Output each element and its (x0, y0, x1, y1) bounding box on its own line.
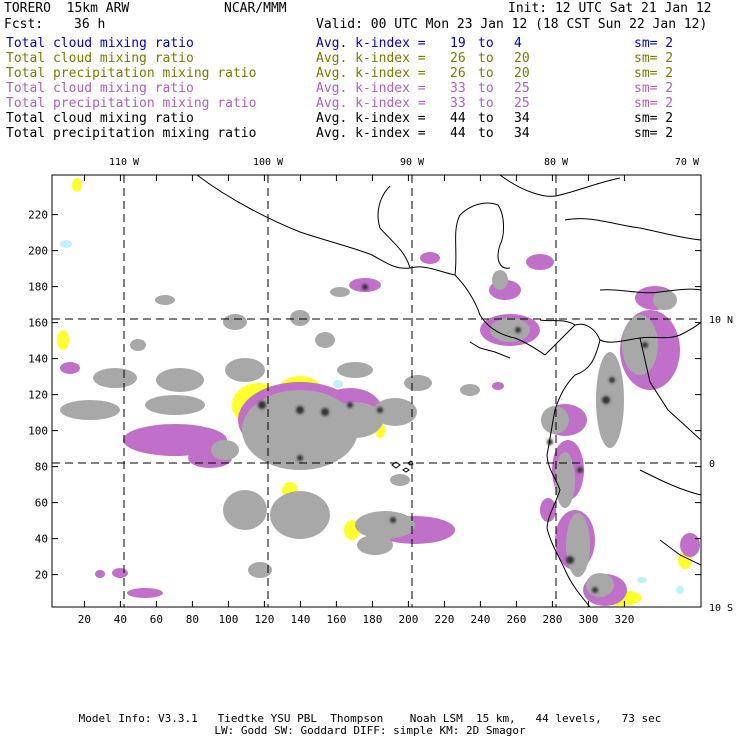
legend-avg: Avg. k-index = (316, 81, 426, 96)
y-tick-label: 160 (28, 317, 48, 330)
x-tick-label: 220 (434, 613, 454, 626)
gray-band (60, 270, 677, 597)
y-tick-label: 180 (28, 281, 48, 294)
y-tick-label: 120 (28, 389, 48, 402)
legend-field: Total precipitation mixing ratio (6, 126, 257, 141)
legend-to: to (478, 96, 494, 111)
legend-to: to (478, 81, 494, 96)
legend-avg: Avg. k-index = (316, 51, 426, 66)
latlon-grid (52, 175, 701, 607)
init-time: Init: 12 UTC Sat 21 Jan 12 (508, 1, 712, 16)
legend-field: Total precipitation mixing ratio (6, 66, 257, 81)
legend-sm: sm= 2 (634, 66, 674, 81)
longitude-label: 70 W (675, 157, 700, 168)
longitude-label: 110 W (109, 157, 140, 168)
x-tick-label: 60 (150, 613, 163, 626)
x-tick-label: 280 (542, 613, 562, 626)
legend-k2: 25 (514, 96, 530, 111)
longitude-label: 100 W (253, 157, 284, 168)
legend-k1: 26 (450, 66, 466, 81)
legend-k1: 44 (450, 111, 466, 126)
legend-field: Total cloud mixing ratio (6, 111, 194, 126)
legend-avg: Avg. k-index = (316, 111, 426, 126)
x-tick-label: 20 (78, 613, 91, 626)
x-tick-label: 180 (362, 613, 382, 626)
legend-k2: 4 (514, 36, 522, 51)
legend-to: to (478, 111, 494, 126)
legend-k1: 19 (450, 36, 466, 51)
legend-k1: 44 (450, 126, 466, 141)
legend-avg: Avg. k-index = (316, 66, 426, 81)
y-tick-label: 40 (35, 533, 48, 546)
latitude-label: 10 S (709, 603, 733, 614)
legend-to: to (478, 51, 494, 66)
legend-field: Total cloud mixing ratio (6, 51, 194, 66)
legend-k2: 25 (514, 81, 530, 96)
latitude-label: 10 N (709, 315, 733, 326)
legend-to: to (478, 36, 494, 51)
plot-frame (51, 174, 702, 608)
y-tick-label: 80 (35, 461, 48, 474)
x-tick-label: 260 (506, 613, 526, 626)
legend-sm: sm= 2 (634, 111, 674, 126)
legend-avg: Avg. k-index = (316, 96, 426, 111)
legend-avg: Avg. k-index = (316, 126, 426, 141)
forecast-hour: 36 h (74, 17, 106, 32)
legend-field: Total cloud mixing ratio (6, 36, 194, 51)
cyan-band (60, 240, 684, 594)
legend-k2: 20 (514, 51, 530, 66)
valid-time: Valid: 00 UTC Mon 23 Jan 12 (18 CST Sun … (316, 17, 708, 32)
legend-field: Total cloud mixing ratio (6, 81, 194, 96)
forecast-label: Fcst: (4, 17, 44, 32)
x-tick-label: 40 (114, 613, 127, 626)
legend-sm: sm= 2 (634, 126, 674, 141)
legend-sm: sm= 2 (634, 96, 674, 111)
x-tick-label: 160 (326, 613, 346, 626)
y-tick-label: 60 (35, 497, 48, 510)
legend-k1: 26 (450, 51, 466, 66)
model-title: TORERO 15km ARW (4, 1, 130, 16)
x-tick-label: 120 (254, 613, 274, 626)
legend-k2: 34 (514, 111, 530, 126)
precip-field (57, 178, 700, 606)
y-tick-label: 20 (35, 569, 48, 582)
legend-k2: 20 (514, 66, 530, 81)
x-tick-label: 240 (470, 613, 490, 626)
dark-cores (258, 284, 648, 593)
x-tick-label: 140 (290, 613, 310, 626)
legend-sm: sm= 2 (634, 81, 674, 96)
x-tick-label: 80 (186, 613, 199, 626)
x-tick-label: 300 (578, 613, 598, 626)
longitude-label: 90 W (400, 157, 425, 168)
latitude-label: 0 (709, 459, 715, 470)
longitude-label: 80 W (544, 157, 569, 168)
legend-to: to (478, 66, 494, 81)
coastlines (196, 175, 701, 607)
legend-sm: sm= 2 (634, 36, 674, 51)
legend-k1: 33 (450, 81, 466, 96)
y-tick-label: 220 (28, 209, 48, 222)
axes: 20 40 60 80 100 120 140 160 180 200 220 240 260 280 30… (28, 157, 733, 626)
legend-k2: 34 (514, 126, 530, 141)
legend-k1: 33 (450, 96, 466, 111)
footer-model-info: Model Info: V3.3.1 Tiedtke YSU PBL Thomp… (78, 712, 662, 725)
legend-field: Total precipitation mixing ratio (6, 96, 257, 111)
legend-avg: Avg. k-index = (316, 36, 426, 51)
legend-sm: sm= 2 (634, 51, 674, 66)
y-tick-label: 140 (28, 353, 48, 366)
x-tick-label: 200 (398, 613, 418, 626)
y-tick-label: 100 (28, 425, 48, 438)
y-tick-label: 200 (28, 245, 48, 258)
organization: NCAR/MMM (224, 1, 287, 16)
x-tick-label: 100 (218, 613, 238, 626)
legend-to: to (478, 126, 494, 141)
footer-physics: LW: Godd SW: Goddard DIFF: simple KM: 2D… (214, 724, 526, 737)
x-tick-label: 320 (614, 613, 634, 626)
